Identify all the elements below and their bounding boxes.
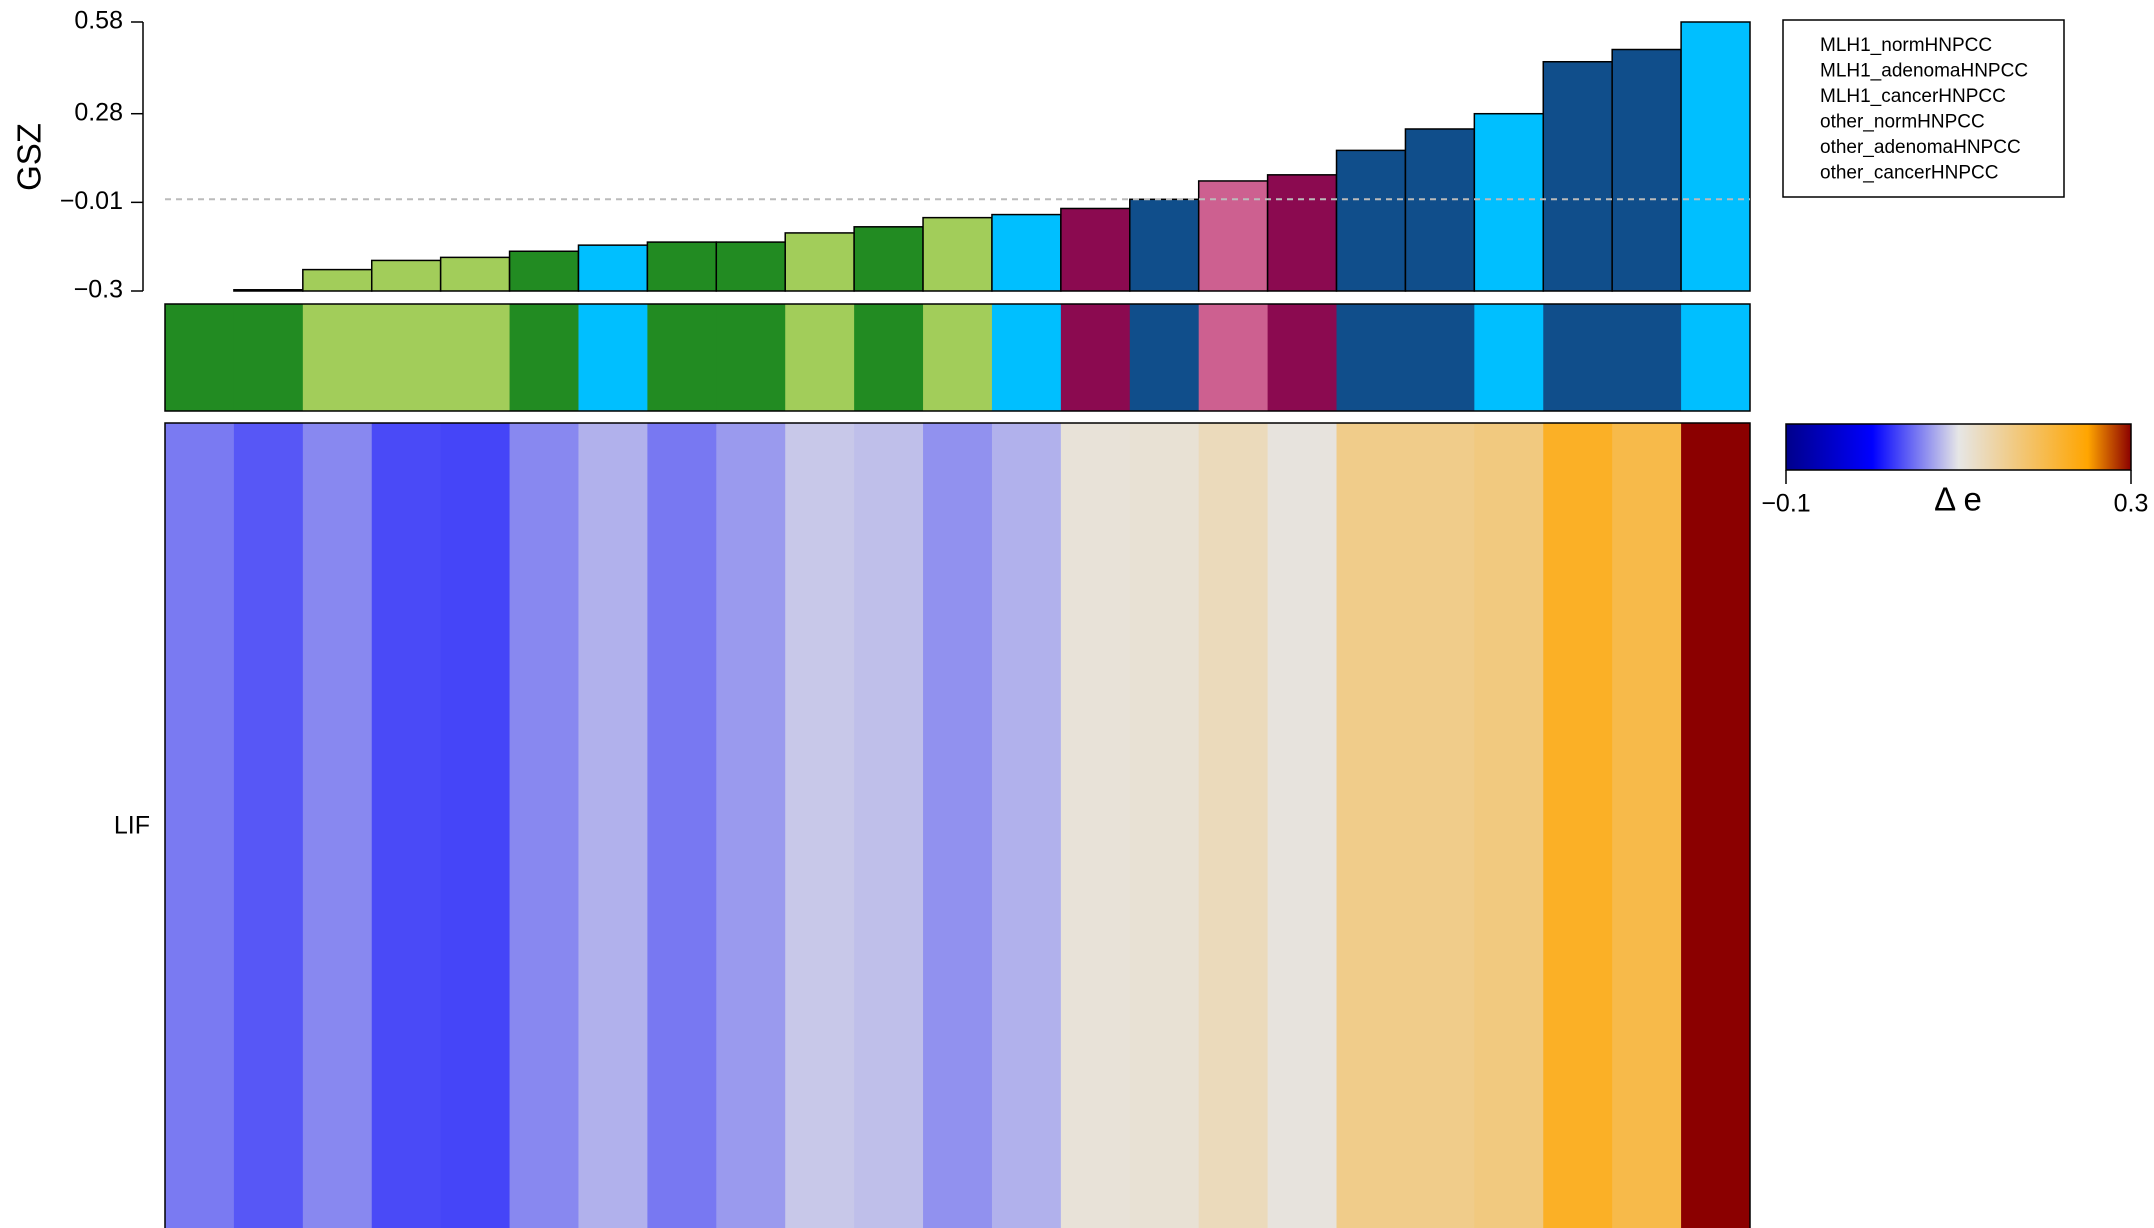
bar [508,250,580,292]
group-cell [991,304,1062,411]
heatmap-cell [1198,423,1269,1228]
bar [1404,128,1476,292]
panel-frame [164,422,1751,1228]
bar [1335,149,1407,292]
heatmap-cell [509,423,579,1228]
bar [991,213,1062,292]
heatmap-cell [1405,423,1475,1228]
legend-entry: MLH1_cancerHNPCC [1820,86,2006,107]
panel-frame [164,303,1751,412]
heatmap-cell [1612,423,1682,1228]
group-cell [1198,304,1269,411]
heatmap-cell [1543,423,1613,1228]
legend-entry: other_normHNPCC [1820,112,1985,133]
group-cell [1060,304,1131,411]
bar [1060,207,1131,292]
bar [439,256,511,292]
group-cell [1267,304,1338,411]
group-cell [578,304,648,411]
heatmap-cell [165,423,235,1228]
y-tick-label: 0.58 [74,7,123,35]
bar [1611,48,1682,292]
heatmap-cell [578,423,648,1228]
bar [1680,21,1751,292]
colorbar-tick-label: 0.3 [2114,490,2149,518]
heatmap-cell [440,423,511,1228]
heatmap-cell [233,423,304,1228]
bar [922,216,993,292]
heatmap-cell [1129,423,1200,1228]
group-cell [233,304,304,411]
group-cell [509,304,579,411]
group-cell [854,304,924,411]
y-tick-label: 0.28 [74,98,123,126]
group-cell [1543,304,1613,411]
colorbar-label: Δ e [1934,481,1982,518]
heatmap-cell [371,423,442,1228]
group-cell [440,304,511,411]
group-cell [302,304,373,411]
bar [646,241,718,292]
bar [1542,60,1613,292]
colorbar-tick-label: −0.1 [1761,490,1810,518]
group-cell [1681,304,1751,411]
legend-entry: MLH1_adenomaHNPCC [1820,61,2028,82]
group-cell [371,304,442,411]
bar [302,268,373,292]
heatmap-cell [1336,423,1406,1228]
heatmap-cell [647,423,717,1228]
heatmap-cell [1060,423,1131,1228]
bar [1266,174,1338,292]
colorbar [1785,423,2132,471]
bar [1473,112,1545,292]
group-cell [647,304,717,411]
legend-entry: other_adenomaHNPCC [1820,137,2021,158]
y-axis-label: GSZ [11,123,48,191]
group-cell [1129,304,1200,411]
group-cell [716,304,786,411]
heatmap-cell [854,423,924,1228]
heatmap-cell [1267,423,1338,1228]
heatmap-cell [923,423,993,1228]
heatmap-cell [302,423,373,1228]
heatmap-cell [991,423,1062,1228]
row-label: LIF [114,812,150,840]
heatmap-cell [1681,423,1751,1228]
group-cell [923,304,993,411]
bar [784,232,855,292]
bar [577,244,649,292]
group-cell [165,304,235,411]
group-cell [1405,304,1475,411]
heatmap-cell [1474,423,1544,1228]
bar [233,289,304,292]
y-tick-label: −0.3 [74,276,123,304]
heatmap-cell [785,423,855,1228]
legend-entry: other_cancerHNPCC [1820,163,1998,184]
legend-box [1782,19,2065,198]
group-cell [785,304,855,411]
bar [715,241,786,292]
group-cell [1336,304,1406,411]
bar [1129,198,1200,292]
group-cell [1612,304,1682,411]
bar [1197,180,1269,292]
group-cell [1474,304,1544,411]
heatmap-cell [716,423,786,1228]
y-tick-label: −0.01 [60,187,123,215]
bar [370,259,442,292]
legend-entry: MLH1_normHNPCC [1820,35,1992,56]
bar [853,226,924,292]
